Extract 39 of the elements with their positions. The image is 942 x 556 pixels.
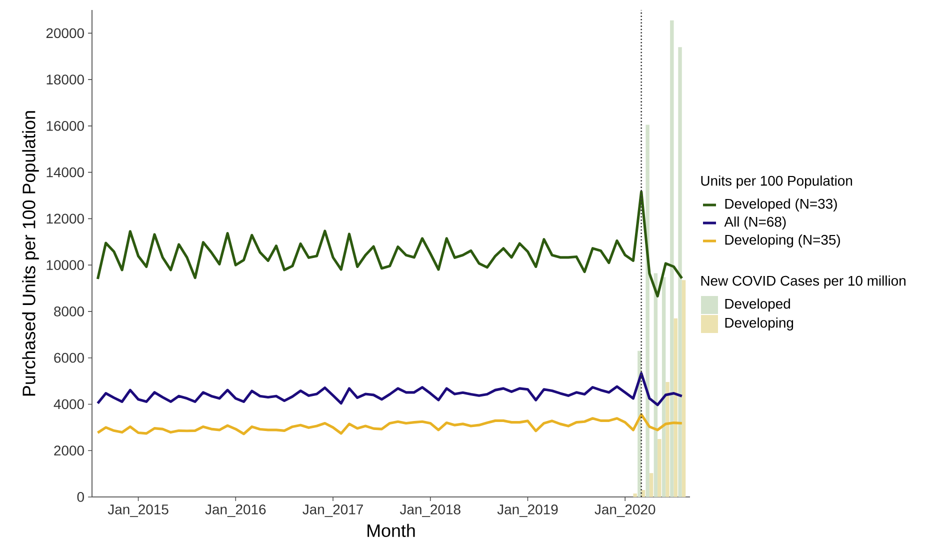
bar	[674, 318, 678, 497]
y-tick-label: 14000	[46, 167, 84, 178]
y-tick-label: 10000	[46, 260, 84, 270]
x-tick-label: Jan_2018	[400, 504, 460, 518]
text: New COVID Cases per 10 million	[701, 275, 906, 288]
x-tick-label: Jan_2015	[108, 504, 168, 518]
x-tick-label: Jan_2019	[497, 504, 558, 518]
bar	[682, 280, 686, 497]
bar	[666, 382, 670, 497]
bar	[646, 124, 650, 497]
legend-label: All (N=68)	[724, 216, 786, 230]
x-tick-label: Jan_2020	[594, 504, 656, 518]
line-series	[96, 413, 684, 436]
y-tick-label: 12000	[46, 214, 84, 224]
y-tick-label: 8000	[54, 306, 84, 316]
bar	[662, 277, 666, 497]
bar	[649, 473, 654, 497]
y-tick-label: 6000	[54, 352, 84, 363]
bar	[633, 494, 637, 497]
x-tick-label: Jan_2017	[302, 504, 363, 518]
line-series	[96, 372, 684, 406]
line-series	[96, 190, 684, 298]
bar	[658, 439, 662, 497]
y-tick-label: 20000	[46, 28, 84, 38]
y-tick-label: 4000	[54, 399, 84, 410]
y-tick-label: 0	[77, 492, 84, 502]
legend-label: Developed	[725, 298, 790, 312]
legend-label: Developing	[725, 317, 794, 330]
y-tick-label: 16000	[46, 120, 84, 131]
x-tick-label: Jan_2016	[205, 504, 266, 518]
y-axis-title: Purchased Units per 100 Population	[22, 111, 39, 396]
y-tick-label: 2000	[54, 446, 84, 456]
bar	[670, 20, 674, 497]
bar	[678, 47, 682, 497]
legend-label: Developed (N=33)	[725, 198, 837, 212]
y-tick-label: 18000	[46, 74, 84, 84]
legend-label: Developing (N=35)	[725, 234, 840, 248]
legend-title: Units per 100 Population	[701, 175, 852, 188]
x-axis-title: Month	[368, 524, 415, 538]
